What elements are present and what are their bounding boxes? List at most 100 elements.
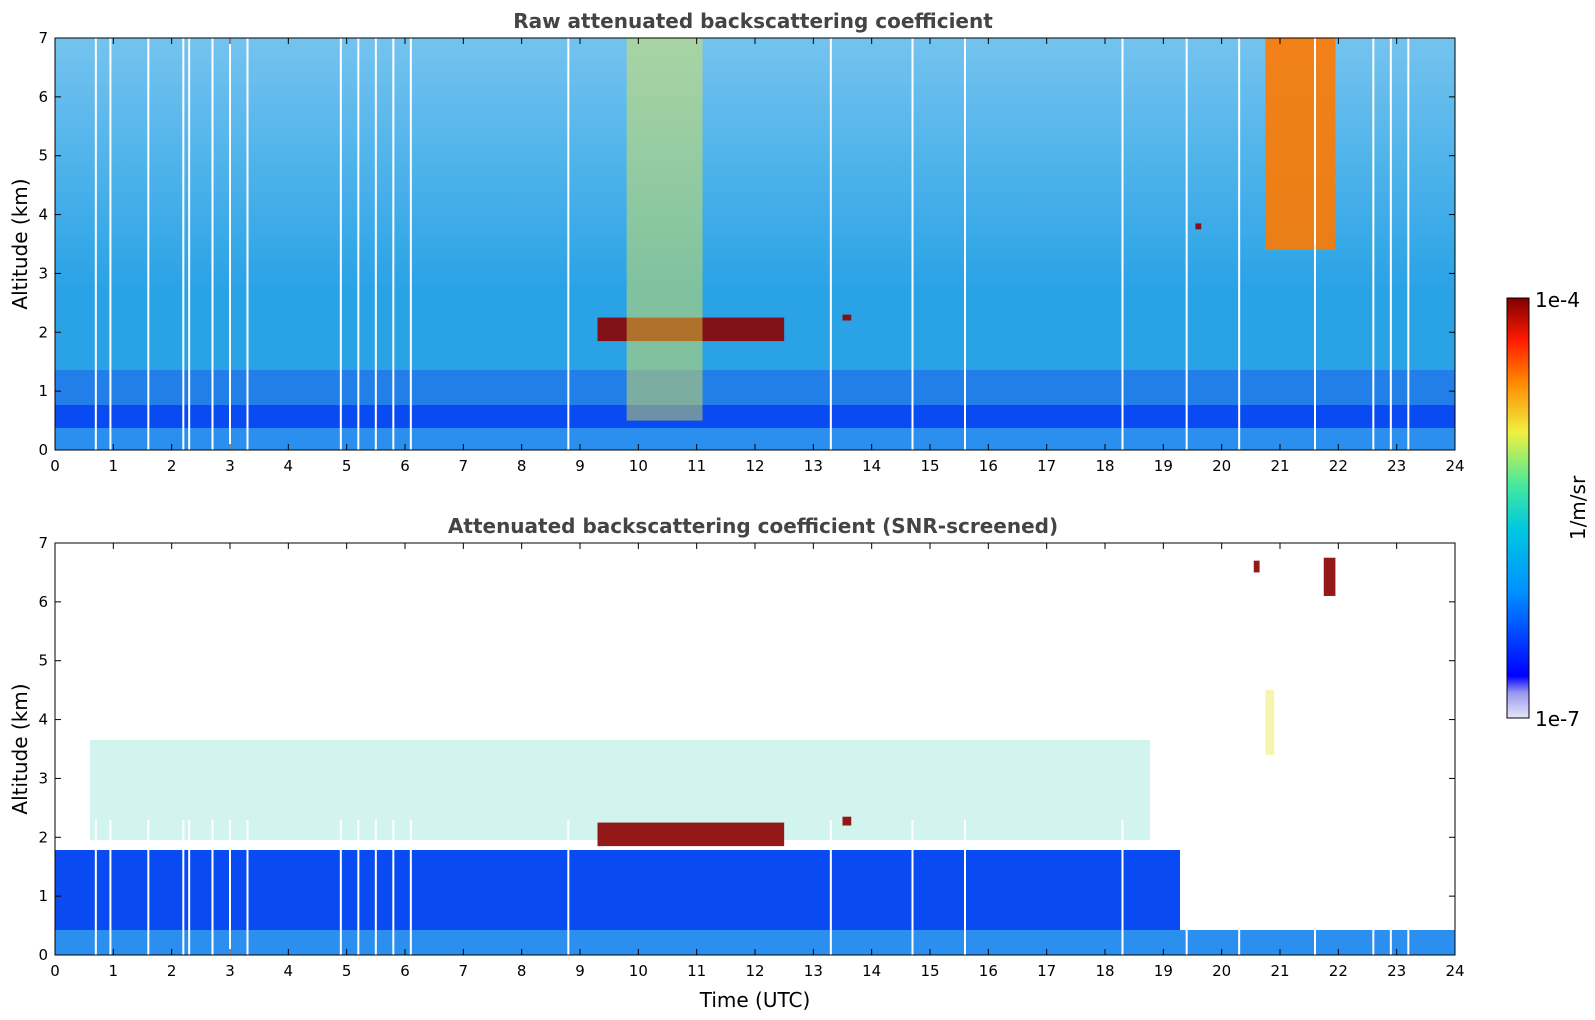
x-tick-label: 2 [167, 962, 177, 980]
backscatter-feature [1265, 38, 1336, 250]
backscatter-feature [1265, 690, 1275, 755]
x-tick-label: 23 [1387, 962, 1406, 980]
x-tick-label: 19 [1154, 962, 1173, 980]
x-tick-label: 6 [400, 962, 410, 980]
x-tick-label: 3 [225, 457, 235, 475]
feature-layer [597, 38, 1336, 421]
heatmap-area [55, 543, 1455, 955]
x-tick-label: 1 [109, 962, 119, 980]
x-tick-label: 11 [687, 962, 706, 980]
panel-snr-screened: Attenuated backscattering coefficient (S… [8, 514, 1465, 1012]
x-tick-label: 13 [804, 962, 823, 980]
x-tick-label: 5 [342, 962, 352, 980]
x-tick-label: 4 [284, 457, 294, 475]
x-tick-label: 12 [745, 457, 764, 475]
x-axis: 0 1 2 3 4 5 6 7 8 9 10 11 12 13 14 15 16 17 18 19 20 21 22 23 24 [50, 38, 1465, 475]
x-tick-label: 10 [629, 457, 648, 475]
y-tick-label: 0 [38, 946, 48, 964]
data-gaps [94, 820, 1410, 955]
x-tick-label: 11 [687, 457, 706, 475]
x-tick-label: 22 [1329, 962, 1348, 980]
x-tick-label: 10 [629, 962, 648, 980]
x-tick-label: 14 [862, 457, 881, 475]
colorbar-unit-label: 1/m/sr [1566, 475, 1590, 540]
x-tick-label: 7 [459, 457, 469, 475]
x-tick-label: 21 [1270, 962, 1289, 980]
y-tick-label: 4 [38, 711, 48, 729]
y-axis: 0 1 2 3 4 5 6 7 [38, 29, 1455, 459]
x-tick-label: 9 [575, 457, 585, 475]
x-tick-label: 2 [167, 457, 177, 475]
x-axis-label: Time (UTC) [699, 988, 811, 1012]
x-tick-label: 19 [1154, 457, 1173, 475]
colorbar-min-label: 1e-7 [1535, 707, 1580, 731]
heatmap-area [55, 38, 1455, 450]
x-tick-label: 23 [1387, 457, 1406, 475]
chart-title: Attenuated backscattering coefficient (S… [448, 514, 1058, 538]
y-tick-label: 5 [38, 652, 48, 670]
y-tick-label: 7 [38, 29, 48, 47]
x-tick-label: 5 [342, 457, 352, 475]
backscatter-feature [1323, 557, 1336, 596]
backscatter-feature [626, 38, 703, 421]
backscatter-feature [1195, 223, 1202, 230]
y-axis-label: Altitude (km) [8, 178, 32, 309]
upper-noise-fade [55, 38, 1455, 288]
feature-layer [597, 557, 1336, 847]
x-tick-label: 7 [459, 962, 469, 980]
x-tick-label: 21 [1270, 457, 1289, 475]
y-tick-label: 4 [38, 206, 48, 224]
x-axis: 0 1 2 3 4 5 6 7 8 9 10 11 12 13 14 15 16 17 18 19 20 21 22 23 24 [50, 543, 1465, 980]
y-axis-label: Altitude (km) [8, 683, 32, 814]
y-tick-label: 3 [38, 264, 48, 282]
y-tick-label: 7 [38, 534, 48, 552]
data-gaps [94, 38, 1410, 450]
y-tick-label: 2 [38, 323, 48, 341]
colorbar: 1e-4 1e-7 1/m/sr [1506, 288, 1590, 731]
x-tick-label: 4 [284, 962, 294, 980]
y-tick-label: 6 [38, 593, 48, 611]
backscatter-feature [597, 317, 785, 342]
y-tick-label: 3 [38, 769, 48, 787]
backscatter-feature [842, 314, 852, 321]
colorbar-gradient [1506, 297, 1530, 719]
x-tick-label: 16 [979, 962, 998, 980]
chart-title: Raw attenuated backscattering coefficien… [513, 9, 993, 33]
x-tick-label: 24 [1445, 457, 1464, 475]
x-tick-label: 0 [50, 457, 60, 475]
x-tick-label: 1 [109, 457, 119, 475]
x-tick-label: 15 [920, 962, 939, 980]
colorbar-max-label: 1e-4 [1535, 288, 1580, 312]
backscatter-feature [597, 822, 785, 847]
x-tick-label: 14 [862, 962, 881, 980]
y-tick-label: 1 [38, 382, 48, 400]
x-tick-label: 18 [1095, 457, 1114, 475]
x-tick-label: 17 [1037, 962, 1056, 980]
x-tick-label: 9 [575, 962, 585, 980]
x-tick-label: 6 [400, 457, 410, 475]
x-tick-label: 24 [1445, 962, 1464, 980]
x-tick-label: 18 [1095, 962, 1114, 980]
x-tick-label: 8 [517, 962, 527, 980]
x-tick-label: 0 [50, 962, 60, 980]
x-tick-label: 17 [1037, 457, 1056, 475]
x-tick-label: 3 [225, 962, 235, 980]
x-tick-label: 16 [979, 457, 998, 475]
x-tick-label: 12 [745, 962, 764, 980]
x-tick-label: 8 [517, 457, 527, 475]
panel-raw: Raw attenuated backscattering coefficien… [8, 9, 1465, 475]
x-tick-label: 22 [1329, 457, 1348, 475]
y-tick-label: 6 [38, 88, 48, 106]
y-tick-label: 1 [38, 887, 48, 905]
x-tick-label: 20 [1212, 457, 1231, 475]
x-tick-label: 15 [920, 457, 939, 475]
x-tick-label: 20 [1212, 962, 1231, 980]
backscatter-feature [842, 816, 852, 826]
y-axis: 0 1 2 3 4 5 6 7 [38, 534, 1455, 964]
y-tick-label: 0 [38, 441, 48, 459]
y-tick-label: 5 [38, 147, 48, 165]
backscatter-feature [1253, 560, 1260, 573]
x-tick-label: 13 [804, 457, 823, 475]
y-tick-label: 2 [38, 828, 48, 846]
